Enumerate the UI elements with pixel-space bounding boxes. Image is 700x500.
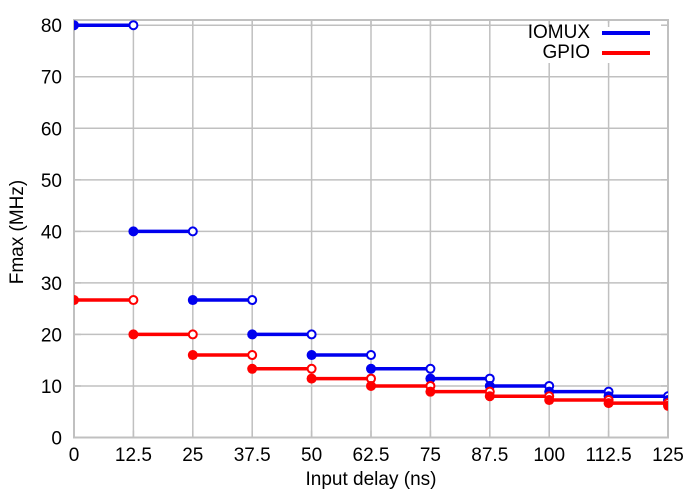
step-end-marker bbox=[247, 295, 258, 306]
step-end-marker bbox=[187, 329, 198, 340]
step-start-marker bbox=[306, 350, 317, 361]
x-tick-label: 125 bbox=[652, 445, 684, 466]
step-start-marker bbox=[247, 363, 258, 374]
step-start-marker bbox=[366, 380, 376, 391]
x-axis-title: Input delay (ns) bbox=[305, 469, 437, 490]
clipped-edge-marker bbox=[663, 400, 668, 411]
x-tick-label: 75 bbox=[420, 445, 441, 466]
y-tick-label: 30 bbox=[41, 274, 62, 295]
x-tick-label: 87.5 bbox=[471, 445, 508, 466]
step-start-marker bbox=[603, 398, 614, 409]
legend-item-iomux: IOMUX bbox=[528, 22, 650, 43]
step-end-marker bbox=[128, 20, 139, 31]
legend-line-sample-iomux bbox=[602, 31, 650, 35]
y-tick-label: 50 bbox=[41, 171, 62, 192]
step-start-marker bbox=[425, 373, 436, 384]
step-start-marker bbox=[128, 226, 139, 237]
step-start-marker bbox=[247, 329, 258, 340]
legend-label-gpio: GPIO bbox=[542, 42, 590, 63]
series-gpio bbox=[74, 295, 668, 411]
y-tick-label: 10 bbox=[41, 377, 62, 398]
legend-background bbox=[532, 23, 662, 63]
y-tick-label: 40 bbox=[41, 222, 62, 243]
step-end-marker bbox=[187, 226, 198, 237]
y-tick-label: 70 bbox=[41, 68, 62, 89]
x-tick-label: 100 bbox=[533, 445, 565, 466]
step-start-marker bbox=[484, 391, 495, 402]
step-start-marker bbox=[366, 363, 376, 374]
x-tick-label: 62.5 bbox=[353, 445, 390, 466]
step-start-marker bbox=[74, 295, 79, 306]
legend-label-iomux: IOMUX bbox=[527, 22, 590, 43]
step-end-marker bbox=[366, 350, 376, 361]
x-tick-label: 37.5 bbox=[234, 445, 271, 466]
step-start-marker bbox=[187, 295, 198, 306]
step-end-marker bbox=[128, 295, 139, 306]
step-start-marker bbox=[187, 350, 198, 361]
tick-marks bbox=[73, 20, 669, 439]
step-end-marker bbox=[425, 363, 436, 374]
legend-line-sample-gpio bbox=[602, 51, 650, 55]
tick-labels: 0 12.5 25 37.5 50 62.5 75 87.5 100 112.5 125 0 10 20 3… bbox=[41, 16, 684, 466]
y-axis-title: Fmax (MHz) bbox=[7, 179, 28, 285]
x-tick-label: 50 bbox=[301, 445, 322, 466]
y-tick-label: 60 bbox=[41, 119, 62, 140]
step-start-marker bbox=[306, 373, 317, 384]
legend-item-gpio: GPIO bbox=[532, 42, 650, 63]
step-start-marker bbox=[425, 386, 436, 397]
step-start-marker bbox=[128, 329, 139, 340]
y-tick-label: 0 bbox=[51, 429, 62, 450]
y-tick-label: 80 bbox=[41, 16, 62, 37]
step-start-marker bbox=[544, 395, 555, 406]
step-end-marker bbox=[306, 363, 317, 374]
x-tick-label: 25 bbox=[182, 445, 203, 466]
x-tick-label: 0 bbox=[69, 445, 80, 466]
x-tick-label: 12.5 bbox=[115, 445, 152, 466]
step-end-marker bbox=[306, 329, 317, 340]
step-start-marker bbox=[74, 20, 79, 31]
y-tick-label: 20 bbox=[41, 325, 62, 346]
step-end-marker bbox=[247, 350, 258, 361]
x-tick-label: 112.5 bbox=[586, 445, 632, 466]
legend: IOMUX GPIO bbox=[528, 22, 662, 63]
